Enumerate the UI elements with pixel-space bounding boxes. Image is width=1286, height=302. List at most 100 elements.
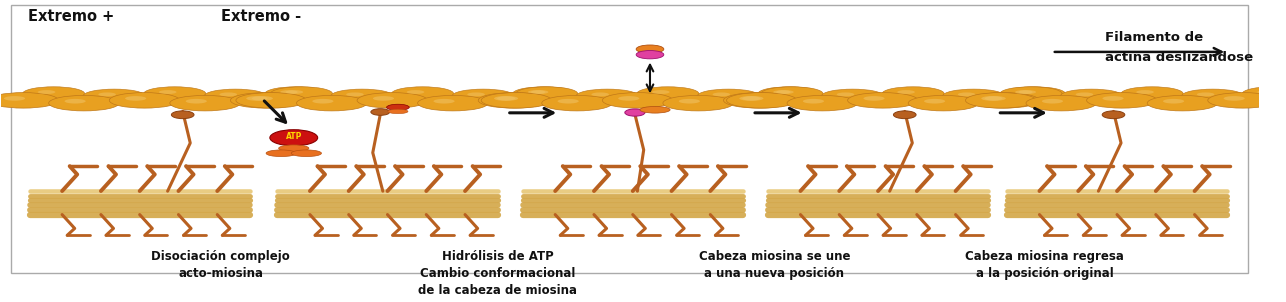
Circle shape — [247, 96, 267, 101]
Circle shape — [1015, 90, 1033, 94]
Circle shape — [481, 93, 552, 108]
Circle shape — [235, 93, 306, 108]
Circle shape — [1121, 87, 1183, 101]
Circle shape — [312, 99, 333, 104]
Circle shape — [1208, 93, 1278, 108]
Circle shape — [968, 93, 1039, 108]
Circle shape — [742, 96, 764, 101]
Circle shape — [724, 93, 793, 108]
Circle shape — [346, 92, 364, 96]
Circle shape — [1163, 99, 1184, 104]
Text: Disociación complejo
acto-miosina: Disociación complejo acto-miosina — [152, 250, 291, 280]
Ellipse shape — [270, 130, 318, 146]
Circle shape — [925, 99, 945, 104]
Text: Extremo +: Extremo + — [28, 9, 114, 24]
Circle shape — [802, 99, 824, 104]
Circle shape — [391, 87, 454, 101]
Circle shape — [531, 90, 548, 94]
Ellipse shape — [637, 45, 664, 53]
Circle shape — [1102, 96, 1124, 101]
Circle shape — [1258, 90, 1274, 94]
Circle shape — [0, 93, 59, 108]
Circle shape — [863, 96, 885, 101]
Circle shape — [882, 87, 944, 101]
Circle shape — [637, 87, 698, 101]
Circle shape — [761, 87, 823, 101]
Ellipse shape — [1102, 111, 1125, 119]
Text: Hidrólisis de ATP
Cambio conformacional
de la cabeza de miosina: Hidrólisis de ATP Cambio conformacional … — [418, 250, 577, 297]
Circle shape — [777, 90, 793, 94]
Circle shape — [433, 99, 455, 104]
Circle shape — [37, 90, 55, 94]
Ellipse shape — [625, 109, 646, 116]
Circle shape — [943, 89, 1004, 103]
Text: Cabeza miosina se une
a una nueva posición: Cabeza miosina se une a una nueva posici… — [698, 250, 850, 280]
Circle shape — [640, 107, 670, 113]
Circle shape — [1087, 93, 1157, 108]
Circle shape — [757, 87, 820, 101]
Circle shape — [958, 92, 976, 96]
Circle shape — [1026, 95, 1097, 111]
Circle shape — [1061, 89, 1123, 103]
Circle shape — [252, 96, 273, 101]
Circle shape — [652, 90, 670, 94]
Circle shape — [966, 93, 1037, 108]
Circle shape — [541, 95, 612, 111]
Circle shape — [23, 87, 85, 101]
Circle shape — [270, 87, 332, 101]
Circle shape — [527, 90, 545, 94]
Text: actina deslizandose: actina deslizandose — [1106, 50, 1254, 63]
Circle shape — [204, 89, 266, 103]
Circle shape — [494, 96, 516, 101]
Circle shape — [602, 93, 673, 108]
Circle shape — [576, 89, 638, 103]
Text: Filamento de: Filamento de — [1106, 31, 1204, 43]
Circle shape — [1003, 87, 1065, 101]
Circle shape — [291, 150, 322, 156]
Circle shape — [406, 90, 424, 94]
Circle shape — [265, 87, 327, 101]
Circle shape — [297, 95, 367, 111]
Circle shape — [787, 95, 858, 111]
Text: Extremo -: Extremo - — [221, 9, 301, 24]
Text: ATP: ATP — [285, 132, 302, 141]
Circle shape — [1242, 87, 1286, 101]
Circle shape — [662, 95, 733, 111]
Circle shape — [358, 93, 427, 108]
Circle shape — [619, 96, 639, 101]
Circle shape — [49, 95, 120, 111]
Circle shape — [266, 150, 296, 156]
Ellipse shape — [171, 111, 194, 119]
Circle shape — [516, 87, 577, 101]
Circle shape — [373, 96, 394, 101]
Circle shape — [712, 92, 730, 96]
Circle shape — [908, 95, 979, 111]
Circle shape — [1001, 87, 1062, 101]
Circle shape — [4, 96, 26, 101]
Circle shape — [279, 145, 309, 152]
Text: Cabeza miosina regresa
a la posición original: Cabeza miosina regresa a la posición ori… — [966, 250, 1124, 280]
Ellipse shape — [387, 104, 409, 110]
Circle shape — [697, 89, 760, 103]
Circle shape — [185, 99, 207, 104]
Circle shape — [847, 93, 918, 108]
Circle shape — [1197, 92, 1214, 96]
Circle shape — [739, 96, 760, 101]
Circle shape — [1137, 90, 1154, 94]
Ellipse shape — [637, 50, 664, 59]
Circle shape — [64, 99, 86, 104]
Circle shape — [478, 93, 549, 108]
Circle shape — [822, 89, 883, 103]
Ellipse shape — [894, 111, 916, 119]
Circle shape — [467, 92, 485, 96]
Circle shape — [144, 87, 206, 101]
Circle shape — [98, 92, 116, 96]
Circle shape — [125, 96, 147, 101]
Circle shape — [1182, 89, 1244, 103]
Circle shape — [773, 90, 791, 94]
Ellipse shape — [370, 109, 390, 115]
Circle shape — [230, 93, 301, 108]
Circle shape — [1223, 96, 1245, 101]
Circle shape — [1075, 92, 1093, 96]
Circle shape — [220, 92, 237, 96]
